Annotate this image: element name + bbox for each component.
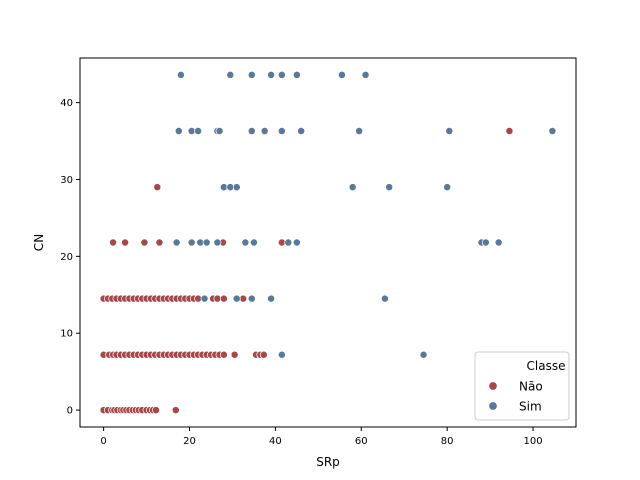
y-tick-label: 10	[60, 329, 73, 340]
point-nao	[219, 294, 228, 303]
points-layer	[99, 70, 557, 415]
point-sim	[338, 70, 346, 79]
point-sim	[292, 70, 301, 79]
x-axis-label: SRp	[316, 455, 340, 469]
point-sim	[247, 127, 256, 135]
x-tick-label: 0	[100, 436, 106, 447]
point-sim	[241, 238, 250, 247]
plot-frame	[79, 57, 577, 428]
y-tick-label: 30	[60, 175, 73, 186]
point-sim	[267, 294, 276, 303]
point-sim	[419, 350, 428, 359]
point-nao	[171, 406, 180, 415]
point-sim	[361, 70, 370, 79]
point-sim	[194, 127, 203, 135]
legend-label: Sim	[519, 400, 542, 414]
legend-title: Classe	[527, 359, 566, 373]
point-nao	[140, 238, 149, 247]
point-sim	[348, 183, 357, 192]
point-sim	[226, 70, 235, 79]
point-sim	[260, 127, 269, 135]
point-sim	[267, 70, 276, 79]
point-sim	[277, 70, 286, 79]
legend: Classe Não Sim	[474, 351, 570, 421]
point-sim	[292, 238, 301, 247]
point-nao	[230, 350, 239, 359]
legend-label: Não	[519, 380, 543, 394]
point-sim	[176, 70, 185, 79]
point-nao	[259, 350, 268, 359]
point-sim	[213, 238, 222, 247]
x-tick-label: 80	[441, 436, 454, 447]
point-sim	[284, 238, 293, 247]
point-sim	[277, 127, 286, 135]
point-sim	[172, 238, 181, 247]
x-tick-label: 20	[183, 436, 196, 447]
point-nao	[153, 183, 162, 192]
y-axis-ticks: 0 10 20 30 40	[60, 98, 80, 417]
x-tick-label: 40	[269, 436, 282, 447]
x-tick-label: 60	[355, 436, 368, 447]
point-sim	[174, 127, 183, 135]
point-nao	[219, 350, 228, 359]
point-sim	[443, 183, 452, 192]
point-sim	[297, 127, 306, 135]
point-nao	[121, 238, 130, 247]
point-sim	[445, 127, 454, 135]
legend-box	[474, 351, 570, 421]
point-nao	[109, 238, 118, 247]
point-sim	[215, 127, 224, 135]
legend-marker	[488, 381, 498, 391]
legend-entries: Não Sim	[488, 380, 543, 414]
x-tick-label: 100	[524, 436, 543, 447]
point-sim	[277, 350, 286, 359]
y-axis-label: CN	[32, 234, 46, 251]
point-sim	[481, 238, 490, 247]
point-sim	[202, 238, 211, 247]
point-sim	[385, 183, 394, 192]
point-sim	[200, 294, 209, 303]
point-sim	[232, 294, 241, 303]
point-sim	[187, 238, 196, 247]
y-tick-label: 40	[60, 98, 73, 109]
point-sim	[355, 127, 364, 135]
point-sim	[249, 238, 258, 247]
point-sim	[548, 127, 557, 135]
point-sim	[247, 70, 256, 79]
point-sim	[247, 294, 256, 303]
point-nao	[505, 127, 514, 135]
point-sim	[232, 183, 241, 192]
point-sim	[494, 238, 503, 247]
legend-marker	[488, 401, 498, 411]
point-nao	[152, 406, 160, 415]
point-sim	[380, 294, 389, 303]
y-tick-label: 0	[67, 406, 73, 417]
y-tick-label: 20	[60, 252, 73, 263]
x-axis-ticks: 0 20 40 60 80 100	[100, 427, 543, 447]
point-nao	[155, 238, 164, 247]
